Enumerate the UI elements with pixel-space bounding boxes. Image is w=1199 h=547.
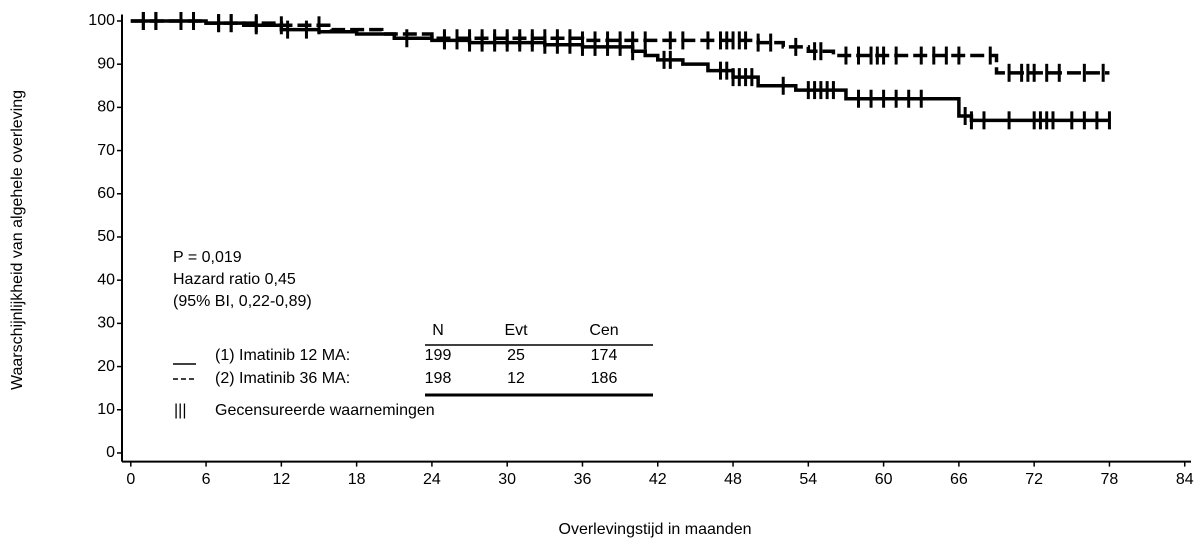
x-tick-label: 18	[348, 471, 366, 488]
y-tick-label: 30	[97, 315, 115, 332]
x-tick-label: 78	[1101, 471, 1119, 488]
x-tick-label: 24	[423, 471, 441, 488]
y-tick-label: 0	[106, 444, 115, 461]
y-tick-label: 70	[97, 142, 115, 159]
y-tick-label: 20	[97, 358, 115, 375]
table-cell: 186	[591, 370, 618, 387]
x-tick-label: 54	[799, 471, 817, 488]
x-tick-label: 60	[875, 471, 893, 488]
x-tick-label: 48	[724, 471, 742, 488]
annotation: P = 0,019	[173, 249, 242, 266]
x-tick-label: 0	[126, 471, 135, 488]
y-tick-label: 80	[97, 99, 115, 116]
x-tick-label: 66	[950, 471, 968, 488]
y-tick-label: 60	[97, 185, 115, 202]
x-tick-label: 6	[202, 471, 211, 488]
x-tick-label: 30	[498, 471, 516, 488]
x-tick-label: 72	[1025, 471, 1043, 488]
x-tick-label: 42	[649, 471, 667, 488]
y-tick-label: 100	[88, 12, 115, 29]
legend-label: (2) Imatinib 36 MA:	[215, 370, 350, 387]
legend-label: (1) Imatinib 12 MA:	[215, 347, 350, 364]
table-cell: 199	[425, 347, 452, 364]
annotation: (95% BI, 0,22-0,89)	[173, 293, 312, 310]
censor-label: Gecensureerde waarnemingen	[215, 402, 435, 419]
table-header: N	[432, 322, 444, 339]
table-header: Evt	[504, 322, 528, 339]
y-axis-label: Waarschijnlijkheid van algehele overlevi…	[9, 90, 26, 390]
y-tick-label: 50	[97, 228, 115, 245]
x-tick-label: 84	[1176, 471, 1194, 488]
x-tick-label: 12	[272, 471, 290, 488]
y-tick-label: 10	[97, 401, 115, 418]
table-cell: 25	[507, 347, 525, 364]
x-axis-label: Overlevingstijd in maanden	[559, 521, 752, 538]
censor-symbol: |||	[174, 402, 186, 419]
y-tick-label: 40	[97, 271, 115, 288]
y-tick-label: 90	[97, 55, 115, 72]
table-cell: 198	[425, 370, 452, 387]
table-cell: 174	[591, 347, 618, 364]
table-cell: 12	[507, 370, 525, 387]
annotation: Hazard ratio 0,45	[173, 271, 296, 288]
x-tick-label: 36	[574, 471, 592, 488]
table-header: Cen	[589, 322, 618, 339]
